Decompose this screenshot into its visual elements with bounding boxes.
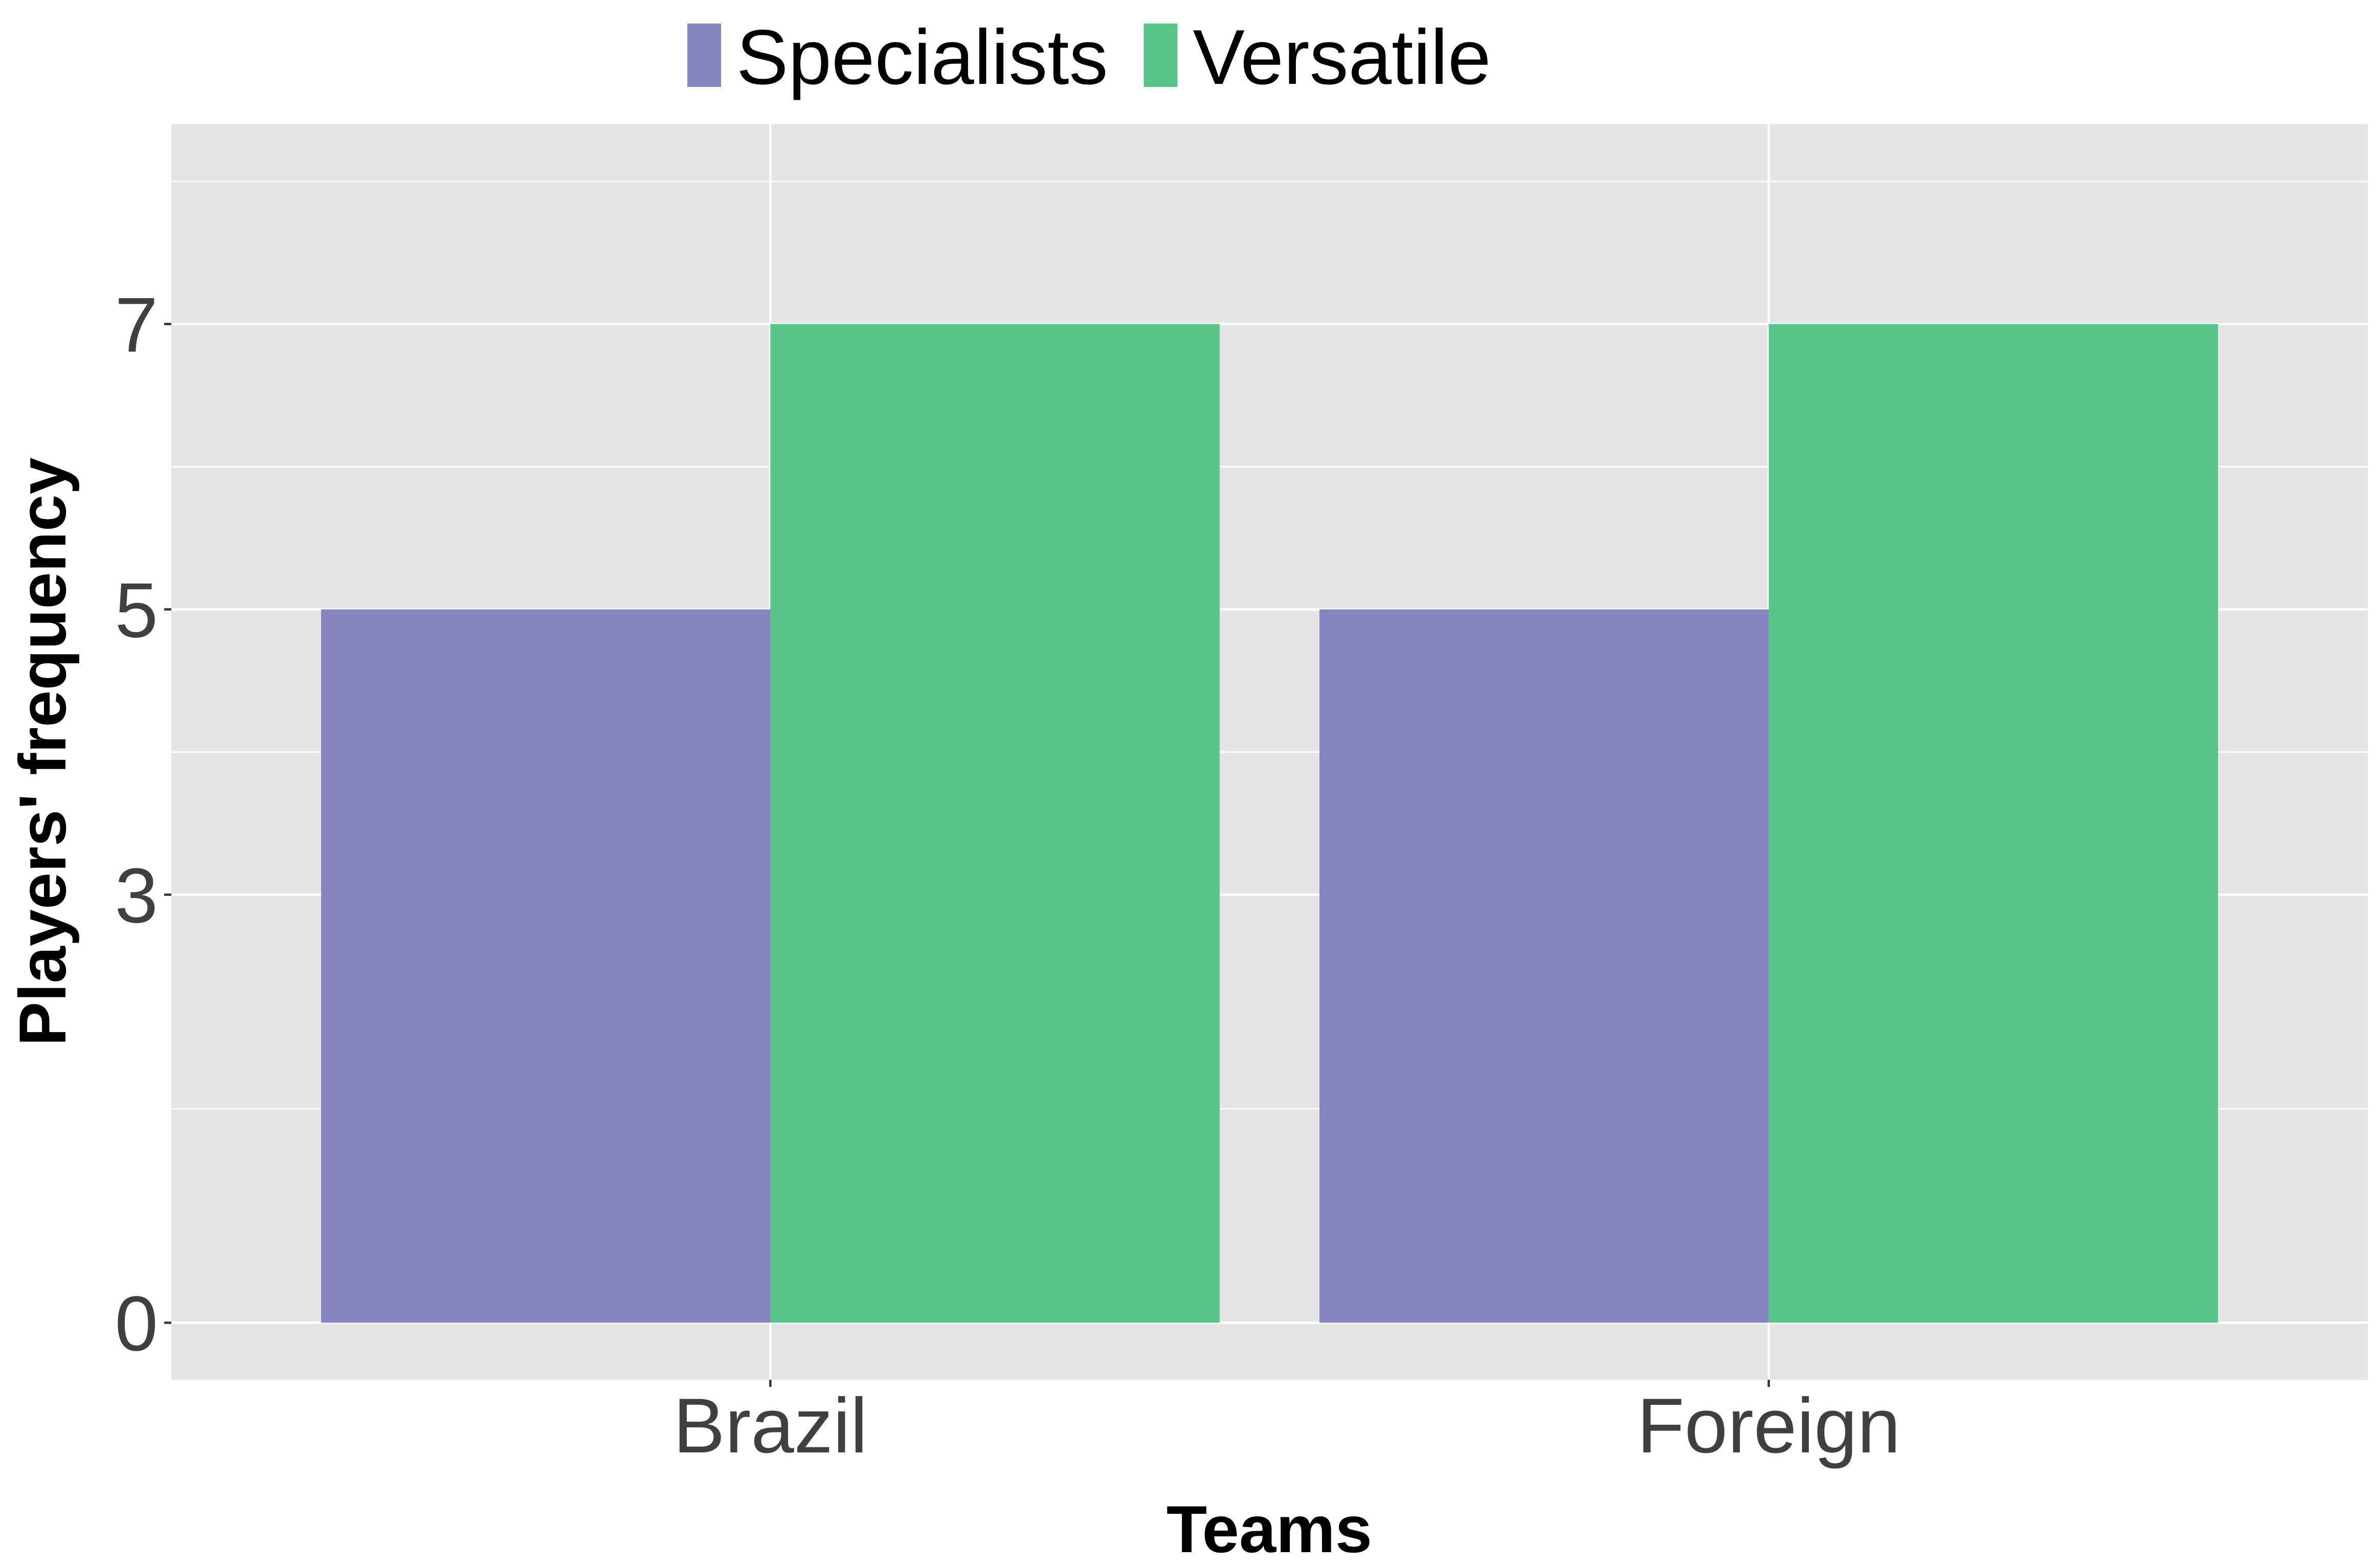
bar-versatile-foreign xyxy=(1768,324,2218,1323)
bar-versatile-brazil xyxy=(770,324,1220,1323)
bars xyxy=(321,324,2218,1323)
y-tick-label-7: 7 xyxy=(115,282,158,369)
bar-specialists-brazil xyxy=(321,609,771,1323)
x-tick-label-foreign: Foreign xyxy=(1637,1382,1900,1469)
legend-key-specialists xyxy=(687,24,721,87)
y-axis-title: Players' frequency xyxy=(5,458,80,1046)
legend-key-versatile xyxy=(1143,24,1178,87)
legend-label-specialists: Specialists xyxy=(736,14,1108,101)
legend: Specialists Versatile xyxy=(687,14,1491,101)
y-tick-label-0: 0 xyxy=(115,1280,158,1367)
bar-specialists-foreign xyxy=(1319,609,1769,1323)
x-axis: Brazil Foreign xyxy=(673,1380,1900,1469)
y-tick-label-5: 5 xyxy=(115,567,158,654)
x-axis-title: Teams xyxy=(1166,1492,1372,1566)
y-axis: 0 3 5 7 xyxy=(115,282,171,1367)
y-tick-label-3: 3 xyxy=(115,852,158,939)
legend-label-versatile: Versatile xyxy=(1193,14,1491,101)
x-tick-label-brazil: Brazil xyxy=(673,1382,867,1469)
